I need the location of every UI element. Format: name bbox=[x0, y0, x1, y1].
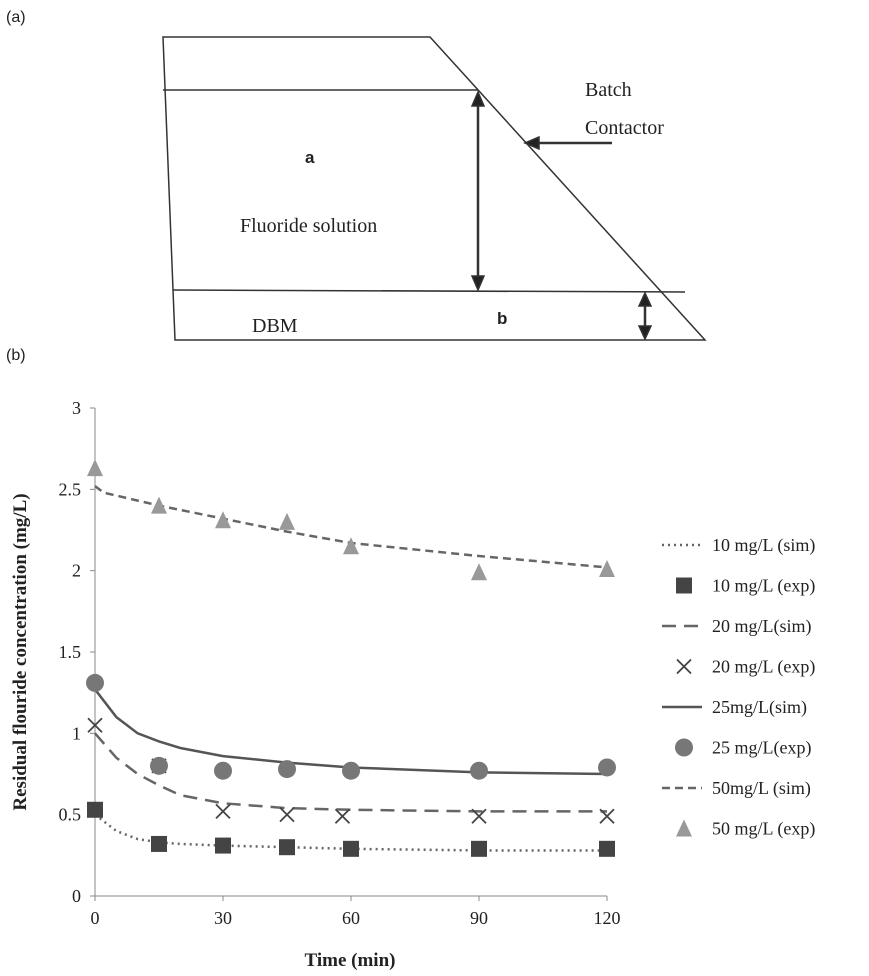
marker bbox=[598, 758, 616, 777]
x-tick-label: 0 bbox=[91, 908, 100, 928]
legend-label: 20 mg/L (exp) bbox=[712, 657, 815, 678]
legend-label: 20 mg/L(sim) bbox=[712, 616, 812, 637]
x-tick-label: 120 bbox=[594, 908, 621, 928]
marker bbox=[279, 512, 295, 530]
marker bbox=[343, 537, 359, 555]
diagram-label: b bbox=[497, 309, 507, 328]
marker bbox=[279, 839, 295, 856]
series-line bbox=[94, 688, 608, 776]
marker bbox=[87, 717, 103, 733]
legend-label: 10 mg/L (sim) bbox=[712, 535, 815, 556]
y-axis-label: Residual flouride concentration (mg/L) bbox=[10, 493, 31, 810]
dbm-level bbox=[172, 289, 686, 293]
x-axis-label: Time (min) bbox=[305, 950, 396, 971]
y-tick-label: 1.5 bbox=[59, 642, 82, 662]
diagram-label: Batch bbox=[585, 79, 632, 101]
panel-label: (b) bbox=[6, 347, 26, 364]
legend-swatch bbox=[676, 819, 692, 837]
marker bbox=[214, 761, 232, 780]
marker bbox=[599, 560, 615, 578]
legend-swatch bbox=[676, 577, 692, 594]
series-line bbox=[94, 732, 607, 813]
marker bbox=[471, 563, 487, 581]
marker bbox=[342, 761, 360, 780]
arrow-head bbox=[637, 325, 653, 341]
diagram-label: Contactor bbox=[585, 117, 664, 139]
legend-label: 25 mg/L(exp) bbox=[712, 738, 811, 759]
marker bbox=[87, 801, 103, 818]
marker bbox=[150, 756, 168, 775]
marker bbox=[343, 840, 359, 857]
arrow-head bbox=[637, 291, 653, 307]
marker bbox=[278, 760, 296, 779]
marker bbox=[599, 840, 615, 857]
marker bbox=[87, 459, 103, 477]
marker bbox=[215, 803, 231, 820]
marker bbox=[471, 840, 487, 857]
marker bbox=[471, 808, 487, 824]
marker bbox=[470, 761, 488, 780]
legend-swatch bbox=[675, 738, 693, 757]
legend-label: 50 mg/L (exp) bbox=[712, 819, 815, 840]
series-line bbox=[94, 485, 608, 569]
diagram bbox=[162, 36, 707, 341]
diagram-label: a bbox=[305, 148, 315, 167]
y-tick-label: 0.5 bbox=[59, 805, 82, 825]
y-tick-label: 1 bbox=[72, 723, 81, 743]
diagram-label: Fluoride solution bbox=[240, 215, 377, 237]
x-tick-label: 60 bbox=[342, 908, 360, 928]
y-tick-label: 2.5 bbox=[59, 479, 82, 499]
x-tick-label: 90 bbox=[470, 908, 488, 928]
y-tick-label: 0 bbox=[72, 886, 81, 906]
legend-label: 50mg/L (sim) bbox=[712, 778, 811, 799]
arrow-head bbox=[523, 135, 540, 151]
arrow-head bbox=[470, 90, 486, 107]
legend-label: 10 mg/L (exp) bbox=[712, 576, 815, 597]
marker bbox=[151, 835, 167, 852]
marker bbox=[86, 673, 104, 692]
batch-contactor bbox=[162, 36, 707, 341]
marker bbox=[215, 837, 231, 854]
y-tick-label: 2 bbox=[72, 561, 81, 581]
panel-label: (a) bbox=[6, 9, 26, 26]
legend-label: 25mg/L(sim) bbox=[712, 697, 807, 718]
legend-swatch bbox=[676, 658, 692, 675]
y-tick-label: 3 bbox=[72, 398, 81, 418]
marker bbox=[279, 807, 295, 823]
x-tick-label: 30 bbox=[214, 908, 232, 928]
marker bbox=[599, 808, 615, 824]
diagram-label: DBM bbox=[252, 315, 298, 337]
marker bbox=[151, 496, 167, 514]
marker bbox=[334, 808, 351, 824]
marker bbox=[215, 511, 231, 529]
arrow-head bbox=[470, 275, 486, 292]
